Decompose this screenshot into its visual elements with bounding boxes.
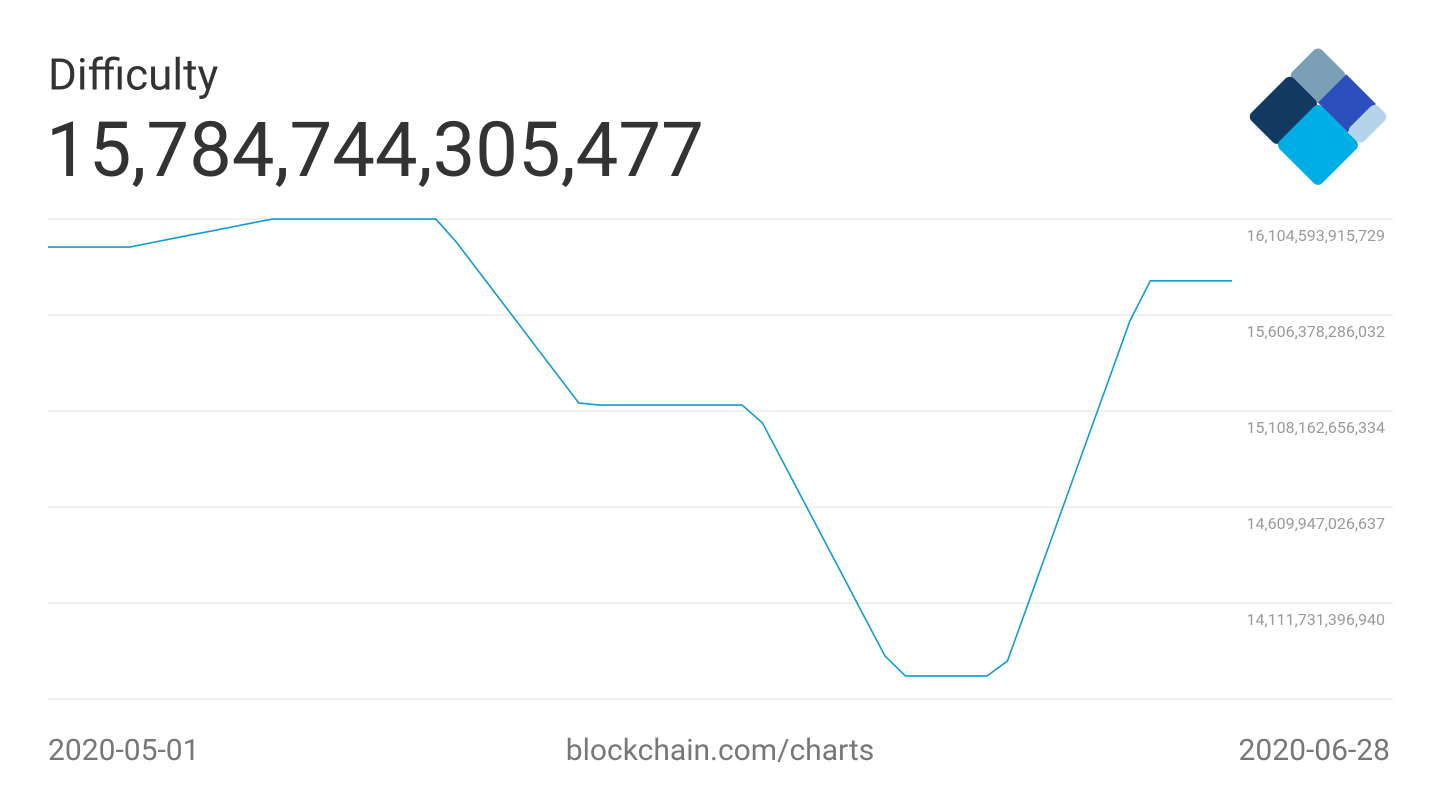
logo: [1249, 48, 1387, 185]
y-tick-label: 16,104,593,915,729: [1247, 226, 1385, 245]
y-tick-label: 15,108,162,656,334: [1247, 418, 1385, 437]
logo-piece: [1249, 76, 1317, 144]
data-line: [48, 218, 1232, 677]
current-value: 15,784,744,305,477: [46, 105, 704, 195]
y-tick-label: 14,609,947,026,637: [1247, 514, 1385, 533]
x-tick-label: 2020-05-01: [48, 733, 199, 768]
logo-piece: [1278, 105, 1358, 185]
source: blockchain.com/charts: [566, 733, 874, 768]
x-tick-label: 2020-06-28: [1239, 733, 1390, 768]
y-tick-label: 15,606,378,286,032: [1247, 322, 1385, 341]
chart-title: Difficulty: [48, 49, 219, 101]
y-tick-label: 14,111,731,396,940: [1247, 610, 1385, 629]
logo-piece: [1348, 105, 1387, 143]
